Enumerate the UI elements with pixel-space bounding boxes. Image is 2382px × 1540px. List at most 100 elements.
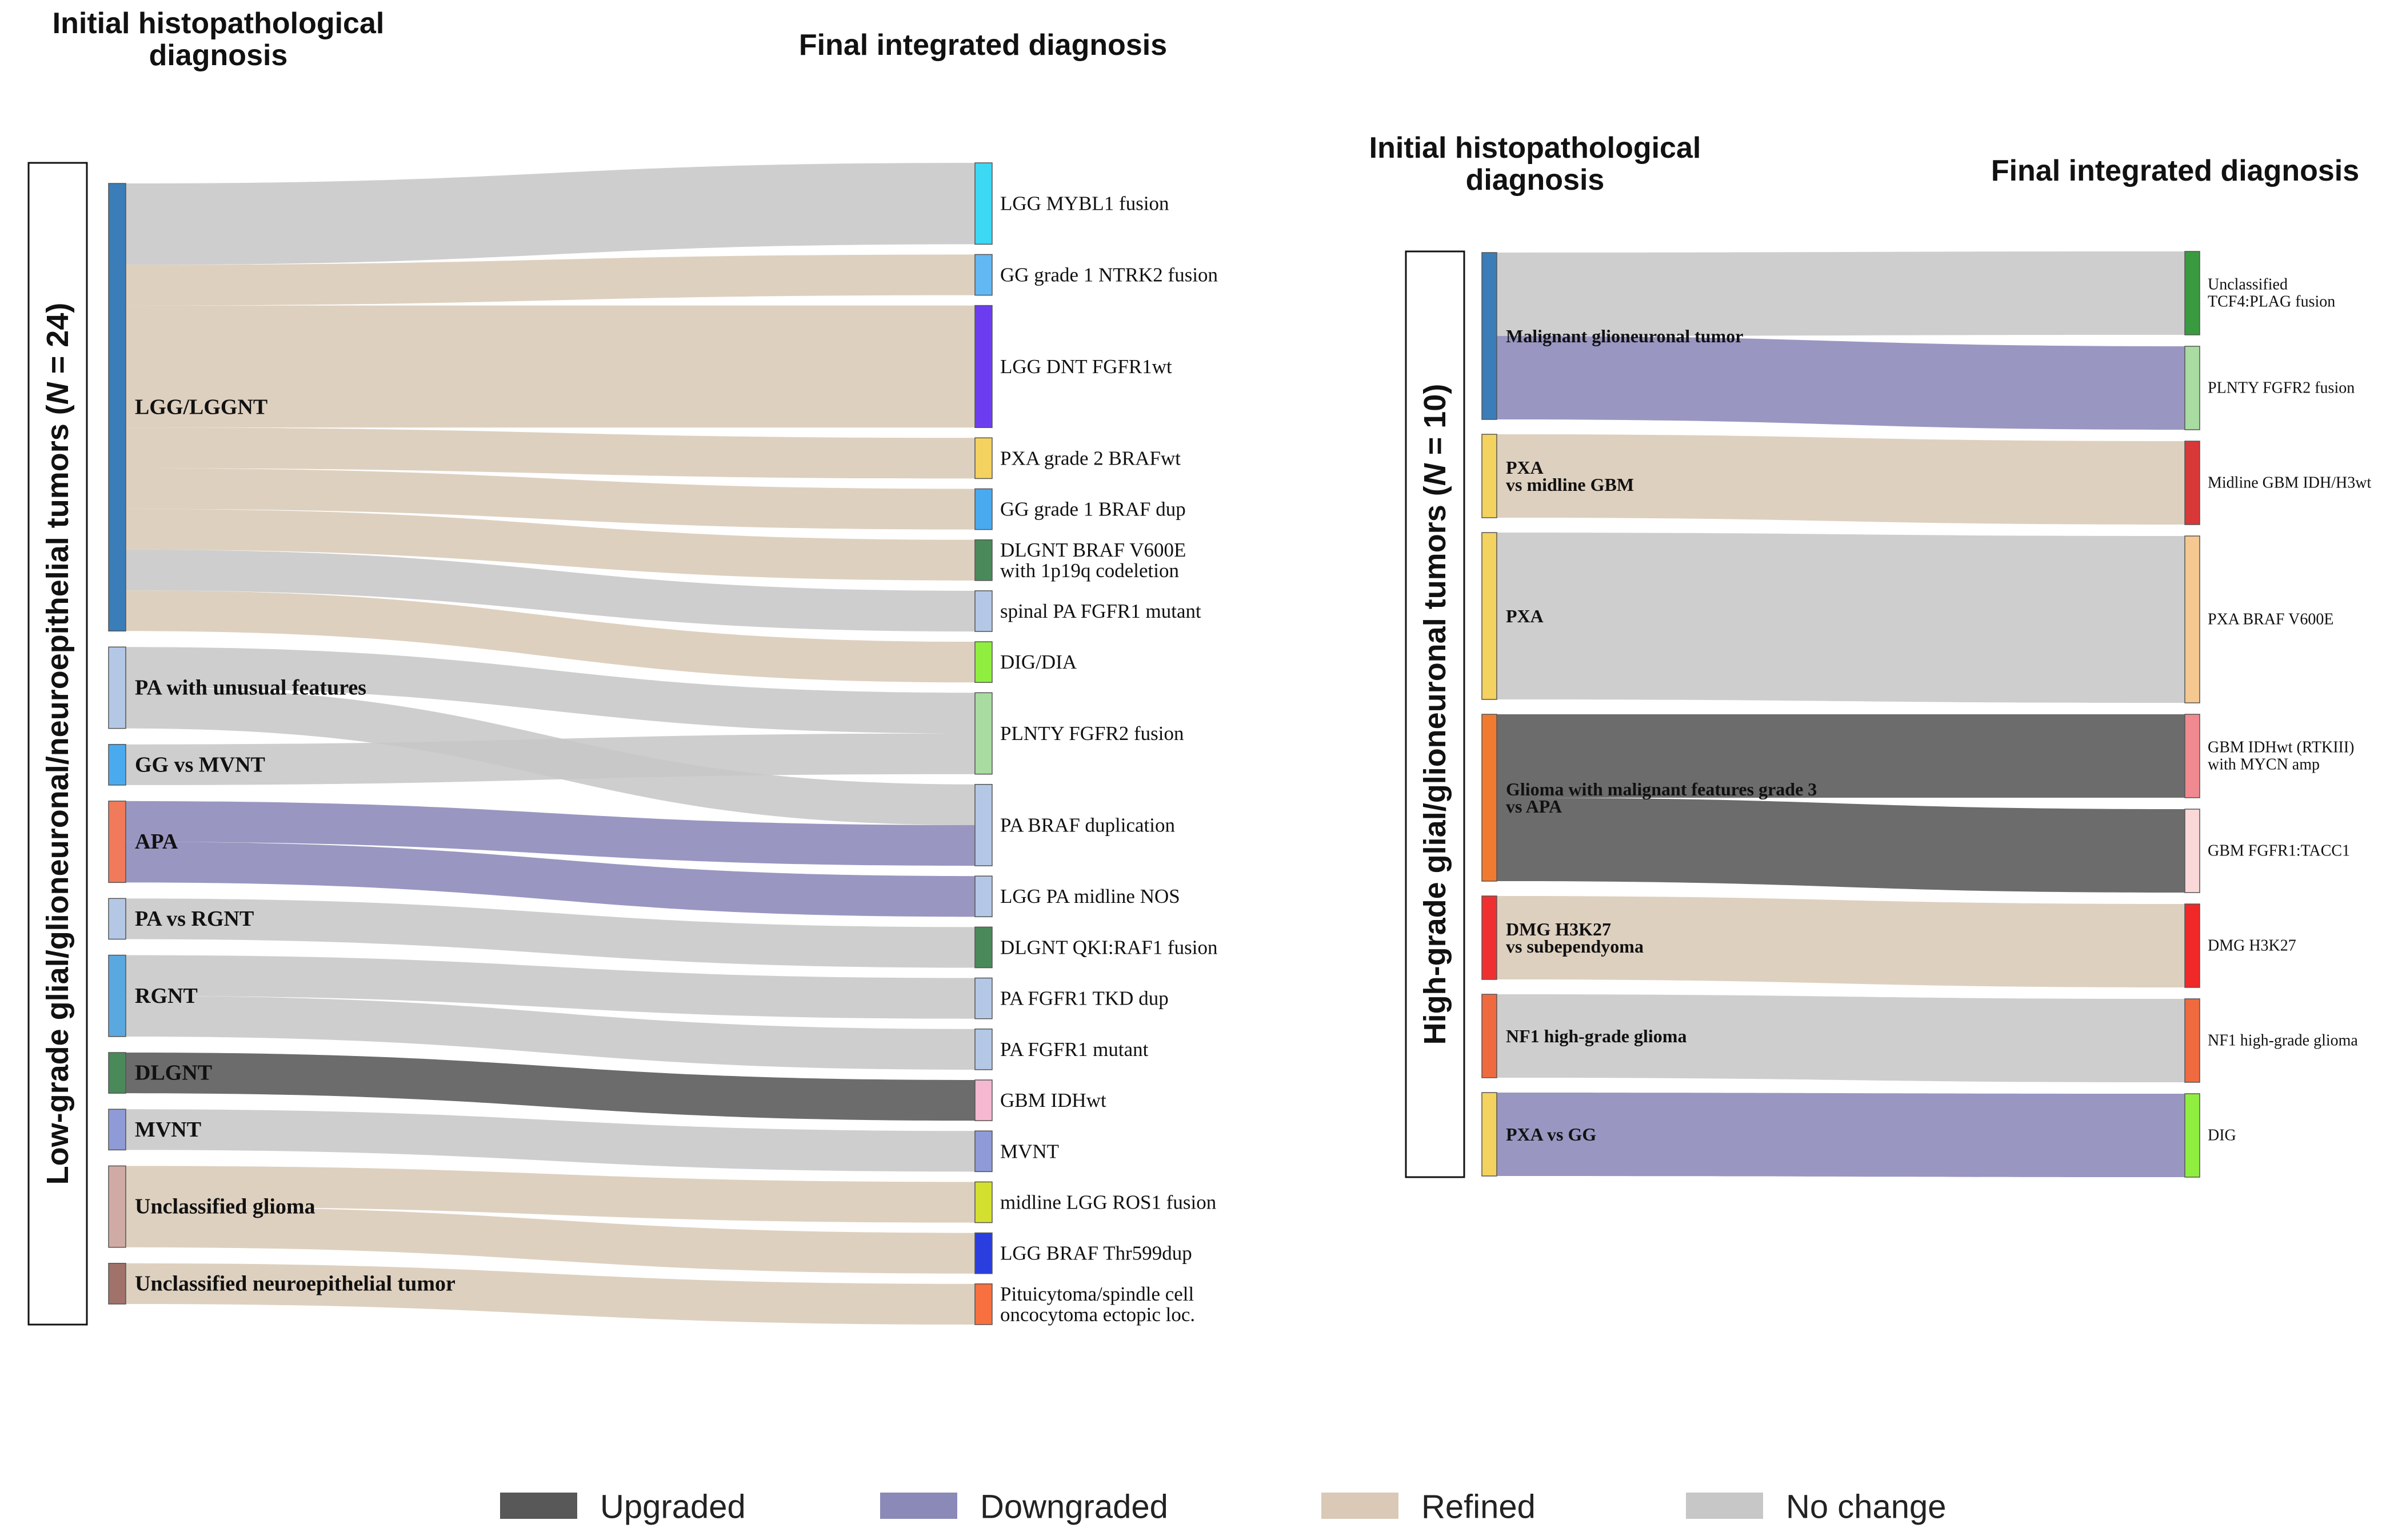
group-label: High-grade glial/glioneuronal tumors (N …: [1418, 384, 1452, 1045]
link-refined: [126, 1206, 975, 1274]
source-label: NF1 high-grade glioma: [1506, 1026, 1686, 1046]
target-label: midline LGG ROS1 fusion: [1000, 1191, 1216, 1213]
source-node-pxa: [1481, 532, 1497, 700]
source-node-malignant-glioneuronal-tumor: [1481, 252, 1497, 420]
target-node-pa-braf-duplication: [974, 783, 993, 866]
target-label: DMG H3K27: [2208, 937, 2296, 955]
link-refined: [126, 509, 975, 581]
legend-label-no-change: No change: [1786, 1489, 1947, 1526]
nodes: [108, 162, 993, 1325]
legend-label-downgraded: Downgraded: [980, 1489, 1168, 1526]
target-node-dlgnt-qki-raf1-fusion: [974, 926, 993, 969]
link-no-change: [126, 1109, 975, 1172]
target-label: GBM IDHwt: [1000, 1089, 1106, 1111]
target-node-gg-grade-1-ntrk2-fusion: [974, 254, 993, 296]
target-label: DLGNT BRAF V600E with 1p19q codeletion: [1000, 539, 1186, 582]
target-label: LGG DNT FGFR1wt: [1000, 355, 1172, 378]
source-label: Unclassified neuroepithelial tumor: [135, 1271, 455, 1295]
nodes: [1481, 251, 2200, 1178]
legend-swatch-refined: [1321, 1493, 1398, 1519]
target-node-nf1-high-grade-glioma: [2184, 998, 2200, 1083]
target-label: DLGNT QKI:RAF1 fusion: [1000, 936, 1217, 958]
target-label: Unclassified TCF4:PLAG fusion: [2208, 276, 2335, 311]
link-refined: [1497, 434, 2185, 525]
target-node-gbm-fgfr1-tacc1: [2184, 809, 2200, 893]
link-refined: [126, 590, 975, 683]
target-label: PLNTY FGFR2 fusion: [2208, 379, 2355, 397]
target-node-pa-fgfr1-tkd-dup: [974, 977, 993, 1019]
target-label: PA BRAF duplication: [1000, 814, 1175, 836]
link-refined: [126, 1166, 975, 1223]
target-node-lgg-dnt-fgfr1wt: [974, 305, 993, 428]
target-node-spinal-pa-fgfr1-mutant: [974, 590, 993, 632]
link-downgraded: [1497, 336, 2185, 430]
target-node-lgg-mybl1-fusion: [974, 162, 993, 245]
header-final-diagnosis: Final integrated diagnosis: [1991, 154, 2359, 187]
target-node-plnty-fgfr2-fusion: [974, 692, 993, 775]
source-node-pxa-vs-midline-gbm: [1481, 434, 1497, 518]
link-no-change: [126, 549, 975, 632]
target-label: PLNTY FGFR2 fusion: [1000, 722, 1184, 745]
target-label: LGG PA midline NOS: [1000, 885, 1180, 907]
source-label: Malignant glioneuronal tumor: [1506, 326, 1743, 346]
link-no-change: [126, 995, 975, 1070]
link-refined: [126, 254, 975, 306]
source-node-nf1-high-grade-glioma: [1481, 994, 1497, 1078]
link-no-change: [126, 647, 975, 734]
source-node-unclassified-neuroepithelial-tumor: [108, 1263, 126, 1305]
legend-label-upgraded: Upgraded: [600, 1489, 746, 1526]
source-node-glioma-with-malignant-features-grade-3-vs-apa: [1481, 714, 1497, 882]
source-node-pxa-vs-gg: [1481, 1092, 1497, 1177]
target-node-mvnt: [974, 1130, 993, 1173]
header-initial-diagnosis: Initial histopathological diagnosis: [53, 7, 385, 72]
link-no-change: [1497, 533, 2185, 703]
target-label: Midline GBM IDH/H3wt: [2208, 474, 2371, 492]
source-label: PXA vs midline GBM: [1506, 457, 1634, 495]
source-node-apa: [108, 801, 126, 883]
source-node-unclassified-glioma: [108, 1165, 126, 1248]
target-node-dlgnt-braf-v600e-with-1p19q-codeletion: [974, 539, 993, 581]
source-label: PXA: [1506, 606, 1544, 626]
source-label: APA: [135, 830, 178, 854]
source-node-rgnt: [108, 954, 126, 1037]
target-label: GBM IDHwt (RTKIII) with MYCN amp: [2208, 739, 2355, 774]
target-node-gg-grade-1-braf-dup: [974, 488, 993, 530]
target-node-gbm-idhwt-rtkiii-with-mycn-amp: [2184, 714, 2200, 798]
link-no-change: [1497, 251, 2185, 336]
target-node-dig: [2184, 1093, 2200, 1178]
source-node-lgg-lggnt: [108, 183, 126, 632]
link-upgraded: [1497, 798, 2185, 893]
target-node-pxa-grade-2-brafwt: [974, 437, 993, 479]
legend-swatch-no-change: [1686, 1493, 1763, 1519]
link-refined: [1497, 896, 2185, 987]
group-label: Low-grade glial/glioneuronal/neuroepithe…: [41, 303, 75, 1185]
link-no-change: [126, 163, 975, 265]
target-node-plnty-fgfr2-fusion: [2184, 346, 2200, 430]
link-downgraded: [126, 842, 975, 917]
target-label: spinal PA FGFR1 mutant: [1000, 600, 1201, 622]
source-node-dmg-h3k27-vs-subependyoma: [1481, 895, 1497, 980]
panel-high-grade: Malignant glioneuronal tumor PXA vs midlin…: [1369, 131, 2371, 1178]
link-downgraded: [126, 801, 975, 866]
link-refined: [126, 1263, 975, 1325]
panel-low-grade: LGG/LGGNT PA with unusual features GG vs M…: [27, 7, 1218, 1326]
link-no-change: [126, 898, 975, 968]
source-label: PXA vs GG: [1506, 1124, 1596, 1145]
group-box: [27, 162, 88, 1326]
legend: Upgraded Downgraded Refined No change: [500, 1489, 1947, 1526]
target-node-pa-fgfr1-mutant: [974, 1029, 993, 1070]
link-upgraded: [1497, 714, 2185, 798]
target-node-dig-dia: [974, 641, 993, 683]
target-label: LGG BRAF Thr599dup: [1000, 1242, 1192, 1265]
target-node-midline-lgg-ros1-fusion: [974, 1181, 993, 1223]
source-label: Unclassified glioma: [135, 1195, 315, 1219]
target-label: PA FGFR1 mutant: [1000, 1038, 1149, 1061]
source-node-pa-with-unusual-features: [108, 646, 126, 729]
legend-swatch-upgraded: [500, 1493, 577, 1519]
target-label: DIG/DIA: [1000, 651, 1077, 673]
target-node-dmg-h3k27: [2184, 903, 2200, 988]
legend-label-refined: Refined: [1421, 1489, 1536, 1526]
source-node-pa-vs-rgnt: [108, 898, 126, 940]
target-node-gbm-idhwt: [974, 1079, 993, 1121]
